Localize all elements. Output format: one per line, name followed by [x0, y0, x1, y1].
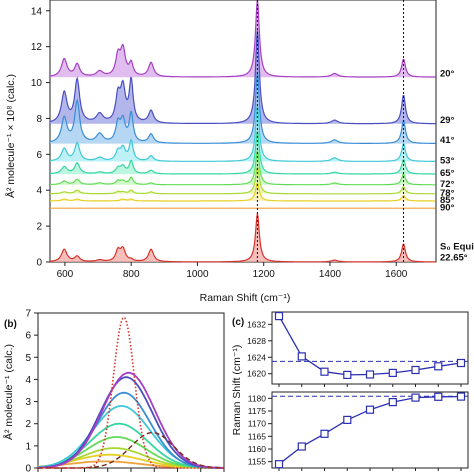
bottom-y-tick-label: 1175	[248, 406, 267, 416]
top-point	[274, 312, 284, 321]
intensity-panel: (b) 0 1 2 3 4 5 6 7 Å² molecule⁻¹ (calc.)	[2, 309, 225, 474]
bottom-y-tick-label: 1160	[248, 444, 267, 454]
series-label: 22.65°	[440, 252, 468, 263]
panel-a-x-ticks: 600 800 1000 1200 1400 1600	[57, 262, 408, 280]
x-tick-label: 600	[57, 269, 74, 280]
y-tick-label: 0	[36, 258, 42, 269]
bottom-y-tick-label: 1165	[248, 431, 267, 441]
top-y-tick-label: 1620	[247, 369, 266, 379]
y-tick-label: 7	[25, 309, 31, 320]
intensity-curve-10	[38, 316, 223, 469]
top-point	[456, 358, 466, 368]
y-tick-label: 2	[25, 419, 31, 430]
panel-a-y-ticks: 0 2 4 6 8 10 12 14	[31, 6, 50, 269]
top-point	[297, 352, 306, 361]
y-tick-label: 2	[36, 222, 42, 233]
panel-a-x-axis-label: Raman Shift (cm⁻¹)	[200, 292, 291, 304]
shift-panel: (c) 1620 1624 1628 1632 1155 1160 1165 1170 1175…	[231, 311, 469, 471]
y-tick-label: 12	[31, 42, 43, 53]
bottom-y-tick-label: 1180	[248, 393, 267, 403]
spectrum-line-9	[50, 213, 436, 263]
series-label: 78°	[440, 188, 455, 199]
panel-a-y-axis-label: Å² molecule⁻¹ × 10⁸ (calc.)	[4, 74, 17, 198]
raman-spectra-panel: 0 2 4 6 8 10 12 14 600 800 1000 1200 1400 1600 20° 29…	[4, 0, 474, 304]
y-tick-label: 4	[36, 186, 42, 197]
x-tick-label: 1600	[385, 269, 408, 280]
panel-b-y-ticks: 0 1 2 3 4 5 6 7	[25, 309, 225, 474]
panel-c-y-axis-label: Raman Shift (cm⁻¹)	[231, 345, 243, 436]
bottom-point	[343, 415, 352, 424]
top-point	[343, 370, 352, 379]
bottom-y-tick-label: 1170	[248, 419, 267, 429]
intensity-curve-7	[37, 376, 223, 469]
bottom-point	[411, 393, 420, 402]
y-tick-label: 0	[25, 464, 31, 474]
y-tick-label: 5	[25, 353, 31, 364]
angle-labels: 20° 29° 41° 53°65°72°78°85°90° S₀ Equil.22.6…	[440, 69, 474, 264]
bottom-y-tick-label: 1155	[248, 457, 267, 467]
series-label: 72°	[440, 179, 455, 190]
bottom-point	[297, 442, 306, 451]
bottom-point	[388, 398, 397, 407]
series-label: 41°	[440, 135, 455, 146]
spectrum-line-5	[49, 150, 436, 186]
top-point	[365, 370, 375, 379]
y-tick-label: 6	[36, 150, 42, 161]
bottom-point	[274, 460, 284, 469]
top-point	[411, 365, 420, 375]
x-tick-label: 1000	[186, 269, 209, 280]
x-tick-label: 1200	[253, 269, 276, 280]
shift-series: 1620 1624 1628 1632 1155 1160 1165 1170 1175 1180	[247, 312, 468, 471]
top-point	[388, 368, 397, 377]
bottom-point	[434, 392, 443, 401]
x-tick-label: 800	[123, 269, 140, 280]
series-label: 29°	[440, 115, 455, 126]
bottom-point	[320, 429, 329, 438]
intensity-curve-8	[37, 371, 224, 469]
top-point	[320, 367, 329, 376]
spectrum-line-7	[50, 181, 436, 202]
series-label: 65°	[440, 168, 455, 179]
series-label: S₀ Equil.	[440, 241, 474, 252]
spectrum-line-2	[49, 71, 436, 144]
spectrum-line-4	[50, 130, 436, 175]
y-tick-label: 6	[25, 331, 31, 342]
y-tick-label: 1	[25, 441, 31, 452]
intensity-curves	[37, 316, 224, 469]
intensity-curve-9	[38, 431, 223, 469]
series-label: 20°	[440, 69, 455, 80]
x-tick-label: 1400	[319, 269, 342, 280]
spectrum-line-0	[49, 0, 436, 78]
top-y-tick-label: 1628	[247, 336, 266, 346]
top-y-tick-label: 1624	[247, 352, 266, 362]
panel-c-label: (c)	[232, 317, 244, 328]
y-tick-label: 3	[25, 397, 31, 408]
top-y-tick-label: 1632	[247, 319, 266, 329]
spectrum-line-3	[49, 105, 436, 162]
spectrum-line-1	[49, 30, 436, 125]
y-tick-label: 4	[25, 375, 31, 386]
y-tick-label: 8	[36, 114, 42, 125]
series-label: 90°	[440, 202, 455, 213]
bottom-point	[456, 392, 466, 401]
spectrum-line-6	[49, 164, 436, 195]
panel-b-y-axis-label: Å² molecule⁻¹ (calc.)	[2, 344, 15, 440]
top-point	[434, 362, 443, 371]
spectra-lines	[49, 0, 436, 263]
panel-b-label: (b)	[4, 319, 17, 330]
y-tick-label: 14	[31, 6, 43, 17]
series-label: 53°	[440, 156, 455, 167]
y-tick-label: 10	[31, 78, 43, 89]
bottom-point	[365, 405, 375, 414]
series-label: 85°	[440, 195, 455, 206]
